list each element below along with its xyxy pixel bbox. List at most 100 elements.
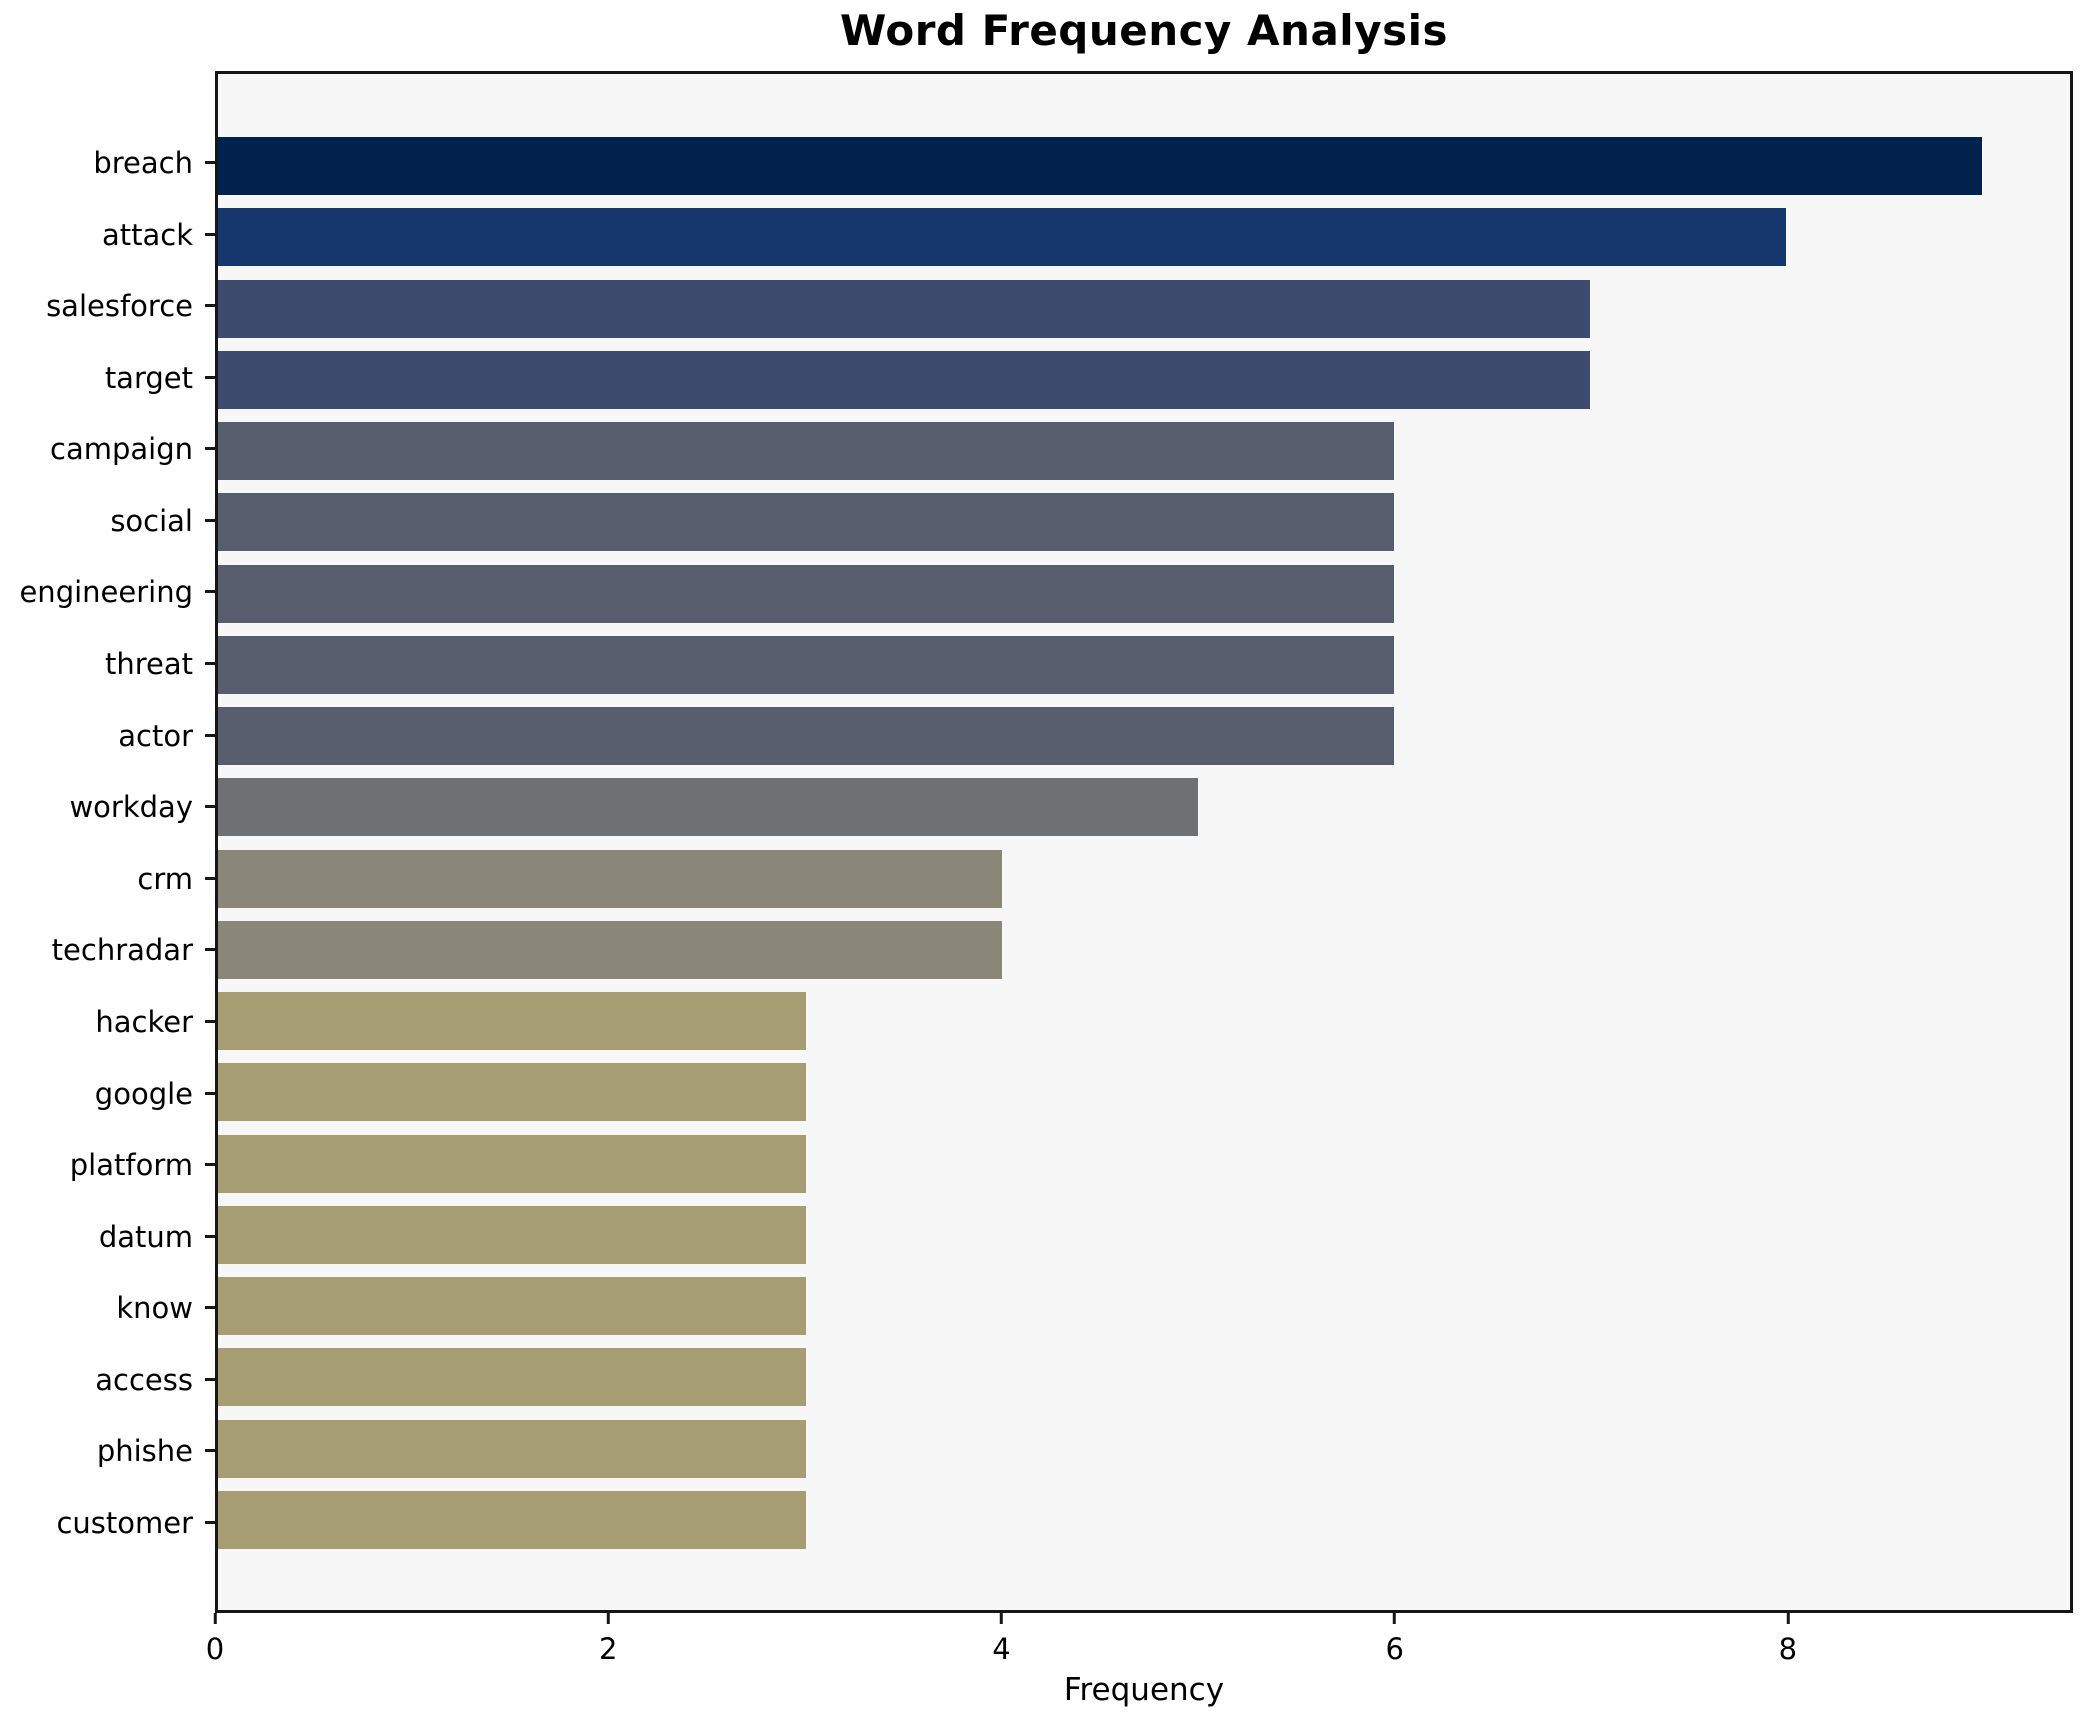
y-tick-mark bbox=[205, 375, 215, 379]
y-tick-mark bbox=[205, 1163, 215, 1167]
y-tick-mark bbox=[205, 447, 215, 451]
bar-platform bbox=[218, 1134, 806, 1193]
y-tick-label: customer bbox=[56, 1505, 193, 1540]
bar-social bbox=[218, 493, 1394, 552]
bar-row bbox=[218, 920, 2070, 979]
y-tick-label: platform bbox=[69, 1148, 193, 1183]
bar-google bbox=[218, 1063, 806, 1122]
y-tick-label: techradar bbox=[51, 933, 193, 968]
y-tick-label: salesforce bbox=[46, 289, 193, 324]
y-tick-mark bbox=[205, 1019, 215, 1023]
x-tick: 8 bbox=[1779, 1613, 1797, 1666]
y-tick-label: datum bbox=[98, 1219, 193, 1254]
bar-row bbox=[218, 992, 2070, 1050]
y-tick-label: attack bbox=[101, 217, 193, 252]
bar-know bbox=[218, 1277, 806, 1335]
y-tick-label: crm bbox=[137, 861, 193, 896]
bar-row bbox=[218, 279, 2070, 338]
bar-salesforce bbox=[218, 279, 1590, 338]
x-tick-label: 6 bbox=[1385, 1632, 1404, 1666]
bar-phishe bbox=[218, 1419, 806, 1478]
bar-row bbox=[218, 1490, 2070, 1549]
y-tick-mark bbox=[205, 948, 215, 952]
x-axis-title: Frequency bbox=[1063, 1672, 1225, 1708]
bar-threat bbox=[218, 635, 1394, 694]
bar-engineering bbox=[218, 564, 1394, 623]
y-axis-row: actor bbox=[0, 707, 215, 765]
bar-breach bbox=[218, 137, 1982, 195]
y-axis-row: threat bbox=[0, 635, 215, 693]
y-axis-row: platform bbox=[0, 1136, 215, 1194]
bar-datum bbox=[218, 1205, 806, 1264]
y-tick-mark bbox=[205, 1306, 215, 1310]
y-axis-row: datum bbox=[0, 1208, 215, 1266]
bar-attack bbox=[218, 208, 1786, 267]
bar-customer bbox=[218, 1490, 806, 1549]
y-tick-mark bbox=[205, 1520, 215, 1524]
bar-campaign bbox=[218, 422, 1394, 480]
y-tick-label: actor bbox=[118, 718, 193, 753]
y-axis-row: know bbox=[0, 1279, 215, 1337]
x-tick: 6 bbox=[1385, 1613, 1404, 1666]
x-tick-label: 4 bbox=[992, 1632, 1011, 1666]
bar-target bbox=[218, 350, 1590, 409]
bar-row bbox=[218, 635, 2070, 694]
y-axis-row: crm bbox=[0, 850, 215, 908]
y-tick-mark bbox=[205, 876, 215, 880]
y-tick-label: access bbox=[95, 1362, 193, 1397]
y-axis-row: salesforce bbox=[0, 277, 215, 335]
y-axis-row: workday bbox=[0, 778, 215, 836]
bar-hacker bbox=[218, 992, 806, 1050]
bar-row bbox=[218, 1419, 2070, 1478]
x-tick-mark bbox=[1393, 1613, 1397, 1624]
y-axis-row: phishe bbox=[0, 1422, 215, 1480]
y-tick-label: phishe bbox=[96, 1434, 193, 1469]
y-axis-row: google bbox=[0, 1065, 215, 1123]
y-tick-mark bbox=[205, 161, 215, 164]
x-tick: 4 bbox=[992, 1613, 1011, 1666]
y-tick-mark bbox=[205, 1234, 215, 1238]
bar-row bbox=[218, 350, 2070, 409]
x-tick: 0 bbox=[206, 1613, 224, 1666]
bar-workday bbox=[218, 778, 1198, 837]
x-tick-mark bbox=[213, 1613, 217, 1624]
bar-actor bbox=[218, 707, 1394, 765]
y-tick-label: hacker bbox=[95, 1004, 193, 1039]
x-tick-mark bbox=[606, 1613, 610, 1624]
bar-row bbox=[218, 208, 2070, 267]
y-axis: breach attack salesforce target campaign soci… bbox=[0, 71, 215, 1613]
x-axis: 0 2 4 6 8 bbox=[206, 1613, 2073, 1693]
bar-crm bbox=[218, 849, 1002, 908]
y-axis-row: target bbox=[0, 349, 215, 407]
bar-row bbox=[218, 849, 2070, 908]
bar-access bbox=[218, 1348, 806, 1407]
y-tick-label: workday bbox=[69, 790, 193, 825]
y-tick-label: google bbox=[94, 1076, 193, 1111]
bar-row bbox=[218, 1277, 2070, 1335]
bars-container bbox=[218, 74, 2070, 1610]
y-tick-label: target bbox=[104, 360, 193, 395]
y-axis-row: social bbox=[0, 492, 215, 550]
x-tick-mark bbox=[1786, 1613, 1790, 1624]
y-axis-row: campaign bbox=[0, 420, 215, 478]
y-axis-row: access bbox=[0, 1351, 215, 1409]
y-tick-mark bbox=[205, 662, 215, 666]
x-tick-label: 8 bbox=[1778, 1632, 1798, 1666]
y-tick-mark bbox=[205, 590, 215, 594]
bar-row bbox=[218, 1063, 2070, 1122]
y-tick-mark bbox=[205, 304, 215, 308]
y-tick-mark bbox=[205, 805, 215, 809]
y-tick-mark bbox=[205, 518, 215, 522]
bar-row bbox=[218, 137, 2070, 195]
y-axis-row: breach bbox=[0, 134, 215, 192]
y-axis-row: hacker bbox=[0, 993, 215, 1051]
bar-techradar bbox=[218, 920, 1002, 979]
x-tick-label: 0 bbox=[205, 1632, 225, 1666]
x-tick: 2 bbox=[599, 1613, 617, 1666]
y-tick-label: threat bbox=[104, 647, 193, 682]
chart-title: Word Frequency Analysis bbox=[840, 6, 1448, 55]
bar-row bbox=[218, 778, 2070, 837]
y-axis-row: engineering bbox=[0, 563, 215, 621]
y-tick-label: breach bbox=[93, 146, 193, 180]
y-tick-label: know bbox=[116, 1291, 193, 1326]
